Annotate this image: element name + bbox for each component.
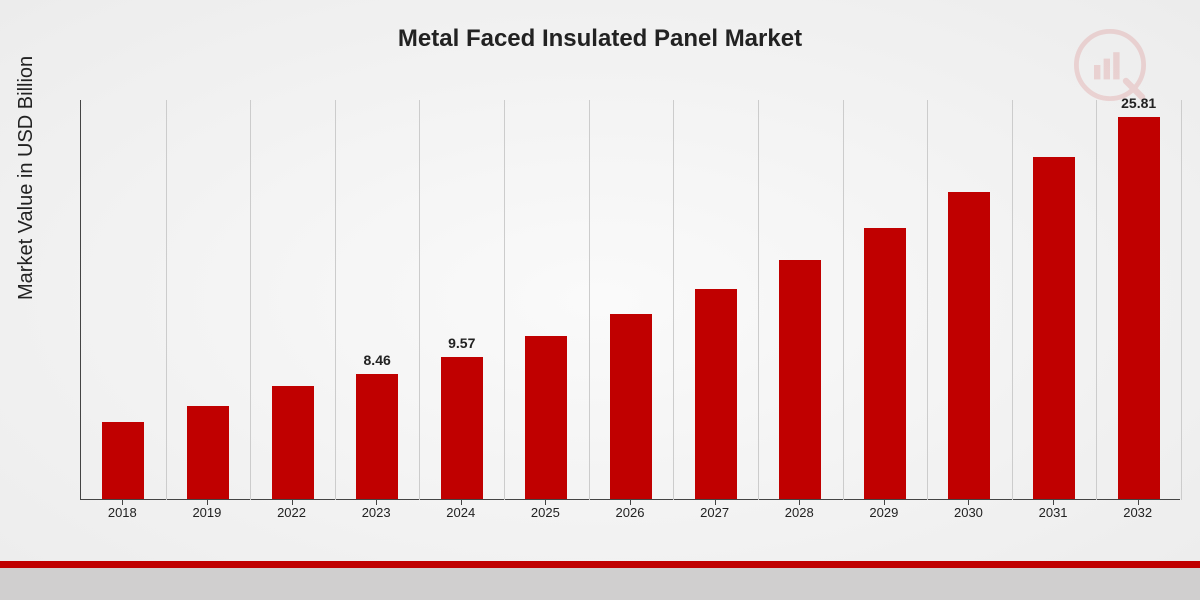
chart-title: Metal Faced Insulated Panel Market: [0, 25, 1200, 53]
chart-plot-area: 8.469.5725.81 20182019202220232024202520…: [80, 100, 1180, 530]
x-axis-label: 2030: [926, 505, 1011, 520]
plot-region: 8.46 9.57 25.81: [80, 100, 1180, 500]
x-tick: [799, 500, 800, 505]
x-axis-label: 2029: [842, 505, 927, 520]
gridline: [1181, 100, 1182, 500]
x-tick: [545, 500, 546, 505]
x-tick: [630, 500, 631, 505]
bar-group: [166, 99, 251, 499]
x-axis-label: 2026: [588, 505, 673, 520]
bar-group: [1012, 99, 1097, 499]
x-tick: [376, 500, 377, 505]
footer-gray-bar: [0, 568, 1200, 600]
bar: [356, 374, 398, 499]
x-axis-label: 2025: [503, 505, 588, 520]
bar-group: [673, 99, 758, 499]
bar-group: [758, 99, 843, 499]
bar-value-label: 25.81: [1121, 95, 1156, 111]
x-axis-label: 2024: [418, 505, 503, 520]
bar-value-label: 9.57: [448, 335, 475, 351]
footer-accent-bar: [0, 561, 1200, 568]
bar: [441, 357, 483, 499]
x-tick: [715, 500, 716, 505]
x-tick: [122, 500, 123, 505]
bar: [1033, 157, 1075, 499]
bar-group: [927, 99, 1012, 499]
bar: [187, 406, 229, 499]
x-tick: [884, 500, 885, 505]
bar-group: [250, 99, 335, 499]
x-axis-label: 2027: [672, 505, 757, 520]
x-axis-label: 2018: [80, 505, 165, 520]
y-axis-label: Market Value in USD Billion: [15, 56, 38, 300]
bar: [864, 228, 906, 499]
x-tick: [461, 500, 462, 505]
x-tick: [1138, 500, 1139, 505]
bar-group: 8.46: [335, 99, 420, 499]
x-axis-label: 2019: [165, 505, 250, 520]
bar-group: [504, 99, 589, 499]
x-axis-label: 2028: [757, 505, 842, 520]
bar: [272, 386, 314, 499]
bar-group: [843, 99, 928, 499]
bar: [779, 260, 821, 499]
bar: [1118, 117, 1160, 499]
x-axis-label: 2022: [249, 505, 334, 520]
bar-group: [81, 99, 166, 499]
x-axis-label: 2032: [1095, 505, 1180, 520]
bar-group: [589, 99, 674, 499]
bar: [102, 422, 144, 499]
x-tick: [292, 500, 293, 505]
x-tick: [1053, 500, 1054, 505]
x-axis-label: 2023: [334, 505, 419, 520]
x-tick: [968, 500, 969, 505]
bar-group: 9.57: [419, 99, 504, 499]
bar-value-label: 8.46: [364, 352, 391, 368]
bar: [695, 289, 737, 499]
x-axis-label: 2031: [1011, 505, 1096, 520]
bar: [525, 336, 567, 499]
x-tick: [207, 500, 208, 505]
bar-group: 25.81: [1096, 99, 1181, 499]
bar: [610, 314, 652, 499]
x-axis-labels: 2018201920222023202420252026202720282029…: [80, 505, 1180, 530]
bar: [948, 192, 990, 499]
